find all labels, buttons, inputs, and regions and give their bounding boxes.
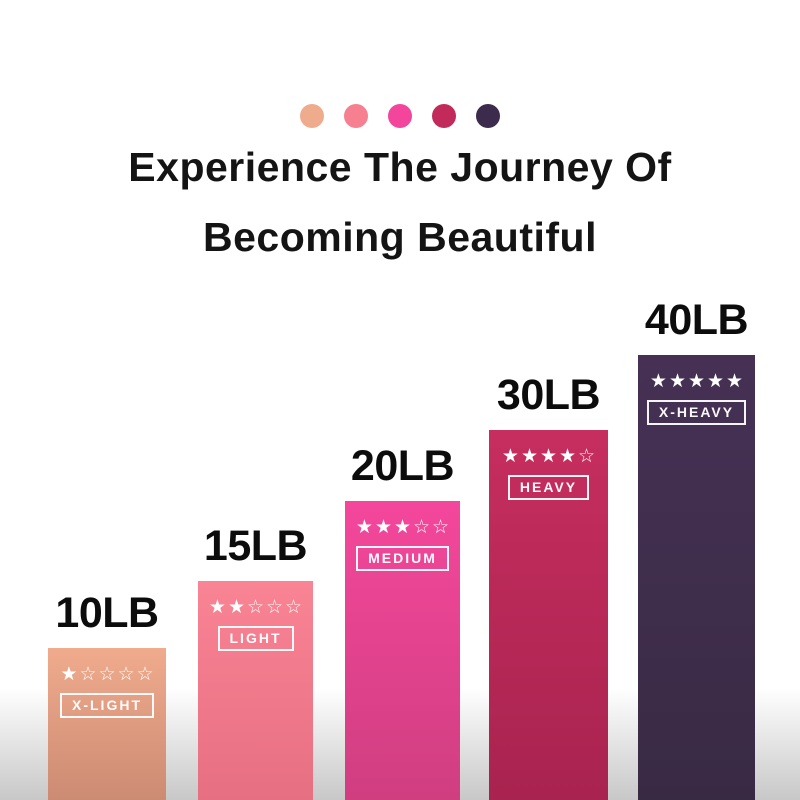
star-rating-4-of-5: ★★★★☆	[501, 445, 598, 467]
light-dot-icon	[344, 104, 368, 128]
level-label-x-heavy: X-HEAVY	[646, 399, 747, 425]
bar-group-40lb: 40LB ★★★★★ X-HEAVY	[638, 299, 755, 800]
bar-group-20lb: 20LB ★★★☆☆ MEDIUM	[345, 445, 460, 800]
page-title: Experience The Journey Of Becoming Beaut…	[0, 132, 800, 272]
medium-dot-icon	[388, 104, 412, 128]
heavy-dot-icon	[432, 104, 456, 128]
star-rating-1-of-5: ★☆☆☆☆	[60, 663, 156, 685]
bar-40lb: ★★★★★ X-HEAVY	[638, 355, 755, 800]
bar-group-10lb: 10LB ★☆☆☆☆ X-LIGHT	[48, 592, 166, 800]
x-heavy-dot-icon	[476, 104, 500, 128]
weight-label-20lb: 20LB	[350, 442, 455, 490]
level-label-heavy: HEAVY	[507, 474, 590, 500]
level-label-medium: MEDIUM	[356, 545, 449, 571]
bar-group-15lb: 15LB ★★☆☆☆ LIGHT	[198, 525, 313, 800]
star-rating-2-of-5: ★★☆☆☆	[208, 596, 305, 618]
bar-group-30lb: 30LB ★★★★☆ HEAVY	[489, 374, 608, 800]
level-label-light: LIGHT	[217, 625, 294, 651]
page-title-line1: Experience The Journey Of	[128, 144, 672, 190]
bar-10lb: ★☆☆☆☆ X-LIGHT	[48, 648, 166, 800]
weight-label-30lb: 30LB	[496, 371, 601, 419]
palette-dots-row	[0, 104, 800, 128]
bar-15lb: ★★☆☆☆ LIGHT	[198, 581, 313, 800]
x-light-dot-icon	[300, 104, 324, 128]
bar-30lb: ★★★★☆ HEAVY	[489, 430, 608, 800]
star-rating-5-of-5: ★★★★★	[649, 370, 746, 392]
weight-label-40lb: 40LB	[644, 296, 749, 344]
weight-label-15lb: 15LB	[203, 522, 308, 570]
weight-label-10lb: 10LB	[55, 589, 159, 637]
page-title-line2: Becoming Beautiful	[203, 214, 597, 260]
bar-20lb: ★★★☆☆ MEDIUM	[345, 501, 460, 800]
star-rating-3-of-5: ★★★☆☆	[355, 516, 452, 538]
level-label-x-light: X-LIGHT	[60, 692, 154, 718]
